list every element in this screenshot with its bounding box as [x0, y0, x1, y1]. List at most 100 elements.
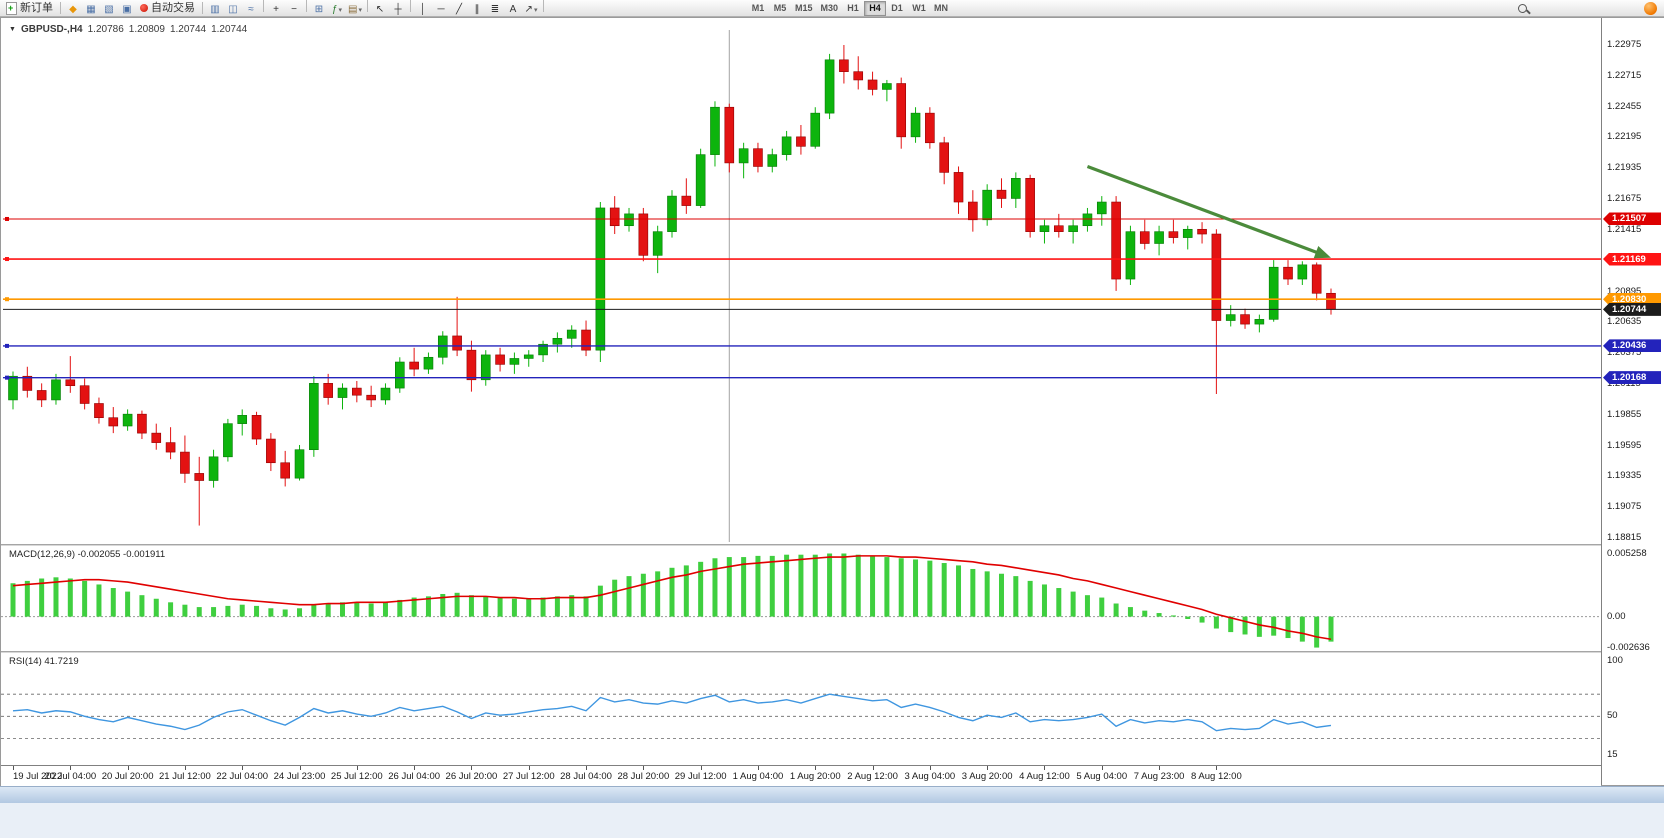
time-label: 27 Jul 12:00 — [502, 771, 555, 782]
macd-bar — [483, 596, 489, 617]
zoom-out-icon[interactable]: − — [285, 2, 303, 17]
candle-body — [681, 195, 692, 206]
templates-icon[interactable]: ▤ ▾ — [346, 2, 364, 17]
macd-bar — [82, 580, 88, 617]
arrows-icon[interactable]: ↗ ▾ — [522, 2, 540, 17]
time-label: 1 Aug 04:00 — [732, 771, 784, 782]
new-order-label: 新订单 — [20, 1, 53, 14]
candle-body — [108, 417, 119, 427]
macd-bar — [1299, 616, 1305, 642]
symbols-icon[interactable]: ◆ — [64, 2, 82, 17]
macd-bar — [1013, 576, 1019, 617]
candle-body — [1283, 266, 1293, 280]
tile-windows-icon[interactable]: ⊞ — [310, 2, 328, 17]
community-badge-icon[interactable] — [1644, 1, 1657, 15]
time-label: 3 Aug 20:00 — [961, 771, 1013, 782]
candle-body — [79, 385, 90, 404]
trendline-icon[interactable]: ╱ — [450, 2, 468, 17]
timeframe-M15[interactable]: M15 — [791, 1, 817, 16]
market-watch-icon[interactable]: ▦ — [82, 2, 100, 17]
macd-bar — [597, 585, 603, 617]
crosshair-icon[interactable]: ┼ — [389, 2, 407, 17]
vertical-line-icon[interactable]: │ — [414, 2, 432, 17]
panel-separator[interactable] — [1, 651, 1663, 653]
macd-bar — [468, 595, 474, 617]
timeframe-D1[interactable]: D1 — [886, 1, 908, 16]
candle-body — [1254, 319, 1265, 325]
indicators-icon[interactable]: ƒ ▾ — [328, 2, 346, 17]
macd-bar — [182, 604, 188, 617]
time-axis[interactable]: 19 Jul 2022 20 Jul 04:00 20 Jul 20:00 21 Ju… — [1, 766, 1601, 786]
chart-dropdown-icon[interactable]: ▼ — [9, 26, 16, 33]
timeframe-H1[interactable]: H1 — [842, 1, 864, 16]
rsi-panel-canvas[interactable] — [1, 653, 1601, 765]
candle-body — [509, 358, 520, 365]
terminal-icon[interactable]: ▣ — [118, 2, 136, 17]
text-label-icon[interactable]: A — [504, 2, 522, 17]
candle-body — [280, 462, 290, 479]
auto-trading-button[interactable]: 自动交易 — [136, 1, 199, 16]
price-flag: 1.20436 — [1603, 339, 1661, 353]
macd-bar — [640, 573, 646, 617]
price-tick-label: 1.18815 — [1607, 532, 1642, 543]
macd-bar — [10, 583, 16, 617]
candle-body — [352, 387, 362, 396]
navigator-icon[interactable]: ▧ — [100, 2, 118, 17]
macd-bar — [1142, 610, 1148, 617]
macd-bar — [254, 605, 260, 617]
chart-hscrollbar[interactable] — [0, 786, 1664, 803]
price-tick-label: 1.20375 — [1607, 347, 1642, 359]
bar-chart-icon[interactable]: ▥ — [206, 2, 224, 17]
macd-bar — [927, 560, 933, 617]
timeframe-toolbar: M1 M5 M15 M30 H1 H4 D1 W1 MN — [747, 0, 952, 16]
high-value: 1.20809 — [128, 24, 165, 35]
candle-body — [65, 379, 76, 387]
fibonacci-icon[interactable]: ≣ — [486, 2, 504, 17]
timeframe-M1[interactable]: M1 — [747, 1, 769, 16]
channel-icon[interactable]: ∥ — [468, 2, 486, 17]
candle-body — [1111, 201, 1121, 280]
time-label: 25 Jul 12:00 — [330, 771, 383, 782]
candle-body — [1154, 231, 1164, 244]
macd-bar — [497, 597, 503, 617]
macd-bar — [569, 595, 575, 617]
candlestick-chart-icon[interactable]: ◫ — [224, 2, 242, 17]
horizontal-line-icon[interactable]: ─ — [432, 2, 450, 17]
candle-body — [337, 387, 348, 398]
new-order-button[interactable]: 新订单 — [2, 1, 57, 16]
candle-body — [180, 451, 190, 474]
cursor-icon[interactable]: ↖ — [371, 2, 389, 17]
toolbar-separator — [60, 2, 61, 14]
auto-trading-icon — [140, 4, 148, 12]
price-tick-label: 1.21675 — [1607, 193, 1642, 205]
candle-body — [94, 403, 104, 419]
timeframe-M30[interactable]: M30 — [817, 1, 843, 16]
candle-body — [8, 375, 18, 401]
price-flag: 1.20744 — [1603, 302, 1661, 316]
timeframe-M5[interactable]: M5 — [769, 1, 791, 16]
macd-bar — [1056, 588, 1062, 617]
panel-separator[interactable] — [1, 544, 1663, 546]
candle-body — [1011, 178, 1021, 199]
macd-bar — [655, 571, 661, 617]
zoom-in-icon[interactable]: + — [267, 2, 285, 17]
timeframe-MN[interactable]: MN — [930, 1, 952, 16]
candle-body — [151, 432, 162, 443]
macd-tick-label: 0.00 — [1607, 610, 1626, 622]
candle-body — [452, 335, 462, 351]
candle-body — [724, 106, 735, 164]
search-icon[interactable] — [1518, 3, 1531, 14]
trend-arrow-head — [1313, 246, 1331, 259]
price-scale[interactable]: 1.22975 1.22715 1.22455 1.22195 1.21935 1.216… — [1601, 18, 1664, 785]
candle-body — [380, 387, 391, 401]
candle-body — [595, 207, 606, 351]
candle-body — [237, 415, 248, 424]
macd-bar — [683, 565, 689, 617]
macd-bar — [970, 568, 976, 617]
timeframe-W1[interactable]: W1 — [908, 1, 930, 16]
line-chart-icon[interactable]: ≈ — [242, 2, 260, 17]
new-order-icon — [6, 1, 17, 16]
macd-panel-canvas[interactable] — [1, 546, 1601, 651]
main-chart-canvas[interactable] — [1, 18, 1601, 544]
timeframe-H4[interactable]: H4 — [864, 0, 887, 16]
